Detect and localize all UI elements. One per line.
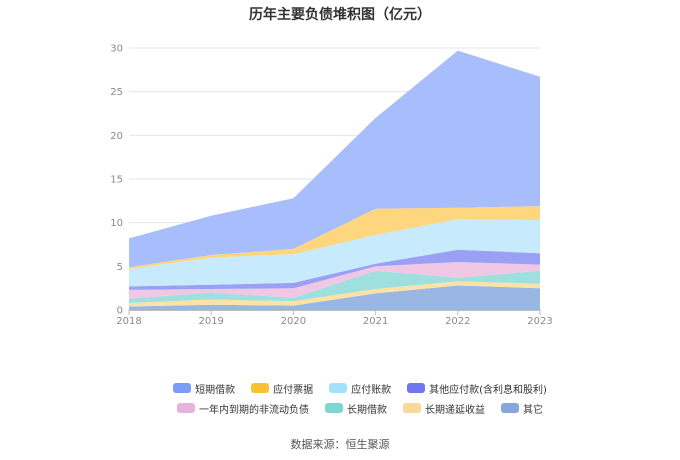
legend-item[interactable]: 应付票据 [251,381,313,396]
area-2 [129,270,540,303]
x-tick-label: 2021 [363,316,388,327]
legend-label: 其他应付款(含利息和股利) [429,384,547,396]
legend: 短期借款 应付票据 应付账款 其他应付款(含利息和股利) 一年内到期的非流动负债 长期借款… [150,378,570,418]
legend-swatch [501,403,519,413]
legend-swatch [403,403,421,413]
chart-title: 历年主要负债堆积图（亿元） [249,7,431,23]
legend-label: 一年内到期的非流动负债 [199,404,309,416]
legend-item[interactable]: 一年内到期的非流动负债 [177,401,309,416]
area-series [129,50,540,310]
area-4 [129,249,540,290]
legend-label: 其它 [523,404,543,416]
y-tick-label: 30 [110,44,123,55]
y-tick-label: 25 [110,87,123,98]
area-0 [129,285,540,310]
y-tick-label: 0 [117,306,123,317]
legend-swatch [407,383,426,393]
area-6 [129,206,540,269]
legend-row: 一年内到期的非流动负债 长期借款 长期递延收益 其它 [150,398,570,418]
legend-item[interactable]: 应付账款 [329,381,391,396]
legend-item[interactable]: 长期借款 [325,401,387,416]
legend-label: 长期借款 [347,404,387,416]
legend-item[interactable]: 其他应付款(含利息和股利) [407,381,547,396]
area-5 [129,219,540,287]
x-tick-label: 2019 [198,316,223,327]
legend-swatch [325,403,343,413]
legend-item[interactable]: 短期借款 [173,381,235,396]
x-tick-label: 2022 [445,316,470,327]
legend-swatch [251,383,270,393]
axes: 0 5 10 15 20 25 30 2018 2019 2020 2021 2022 2023 [110,44,552,328]
legend-swatch [329,383,348,393]
legend-label: 应付账款 [351,384,392,396]
legend-label: 应付票据 [273,384,314,396]
y-tick-label: 15 [110,175,123,186]
area-3 [129,262,540,299]
x-tick-label: 2023 [527,316,552,327]
legend-row: 短期借款 应付票据 应付账款 其他应付款(含利息和股利) [150,378,570,398]
y-tick-label: 5 [117,262,123,273]
legend-label: 短期借款 [195,384,236,396]
data-source: 数据来源：恒生聚源 [290,438,390,451]
legend-swatch [177,403,195,413]
legend-item[interactable]: 其它 [501,401,543,416]
y-tick-label: 20 [110,131,123,142]
legend-item[interactable]: 长期递延收益 [403,401,485,416]
legend-label: 长期递延收益 [425,404,485,416]
x-tick-label: 2018 [116,316,141,327]
y-tick-label: 10 [110,218,123,229]
x-tick-label: 2020 [281,316,306,327]
area-1 [129,281,540,307]
area-7 [129,50,540,268]
legend-swatch [173,383,192,393]
